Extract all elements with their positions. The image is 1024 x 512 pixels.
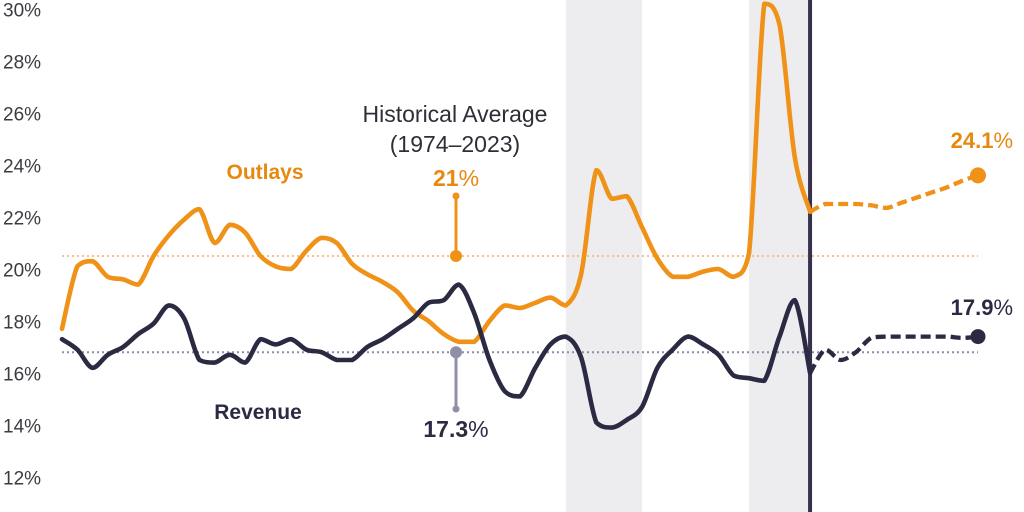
revenue-average-label: 17.3%: [423, 416, 488, 442]
historical-average-subtitle: (1974–2023): [390, 131, 520, 157]
outlays-end-value: 24.1: [951, 128, 994, 153]
y-tick-label-28: 28%: [3, 53, 41, 74]
revenue-average-connector-bottom-dot: [452, 405, 460, 413]
revenue-end-percent-sign: %: [993, 295, 1013, 320]
revenue-line: [59, 282, 813, 430]
revenue-projection-line: [808, 334, 979, 375]
revenue-end-dot: [970, 329, 986, 345]
outlays-average-line-dot: [450, 250, 462, 262]
revenue-average-line-dot: [450, 346, 462, 359]
chart-text-layer: 30% 28% 26% 24% 22% 20% 18% 16% 14% 12% …: [3, 1, 1013, 490]
revenue-average-percent-sign: %: [468, 416, 488, 442]
y-tick-label-22: 22%: [3, 209, 41, 230]
outlays-average-connector-top-dot: [452, 192, 460, 200]
y-tick-label-24: 24%: [3, 157, 41, 178]
historical-average-title: Historical Average: [363, 101, 548, 127]
outlays-average-value: 21: [433, 165, 459, 191]
outlays-average-percent-sign: %: [459, 165, 479, 191]
outlays-end-label: 24.1%: [951, 128, 1013, 153]
y-tick-label-14: 14%: [3, 417, 41, 438]
y-tick-label-20: 20%: [3, 261, 41, 282]
revenue-series-label: Revenue: [214, 401, 302, 424]
y-tick-label-12: 12%: [3, 469, 41, 490]
outlays-average-label: 21%: [433, 165, 479, 191]
outlays-end-dot: [970, 167, 986, 184]
outlays-line: [59, 1, 813, 345]
outlays-projection-line: [809, 173, 979, 214]
y-tick-label-18: 18%: [3, 313, 41, 334]
outlays-end-percent-sign: %: [993, 128, 1013, 153]
y-tick-label-16: 16%: [3, 365, 41, 386]
chart-layers: [59, 0, 986, 512]
revenue-end-label: 17.9%: [951, 295, 1013, 320]
outlays-series-label: Outlays: [226, 161, 303, 184]
revenue-end-value: 17.9: [951, 295, 994, 320]
revenue-average-value: 17.3: [423, 416, 468, 442]
y-tick-label-30: 30%: [3, 1, 41, 22]
y-tick-label-26: 26%: [3, 105, 41, 126]
